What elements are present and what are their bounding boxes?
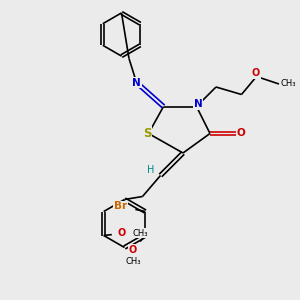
Text: CH₃: CH₃ (280, 80, 296, 88)
Text: Br: Br (114, 201, 127, 212)
Text: N: N (194, 99, 202, 109)
Text: S: S (143, 127, 151, 140)
Text: O: O (252, 68, 260, 78)
Text: CH₃: CH₃ (133, 229, 148, 238)
Text: CH₃: CH₃ (125, 257, 141, 266)
Text: O: O (129, 244, 137, 255)
Text: N: N (132, 77, 141, 88)
Text: O: O (118, 228, 126, 239)
Text: H: H (147, 165, 155, 175)
Text: O: O (236, 128, 245, 139)
